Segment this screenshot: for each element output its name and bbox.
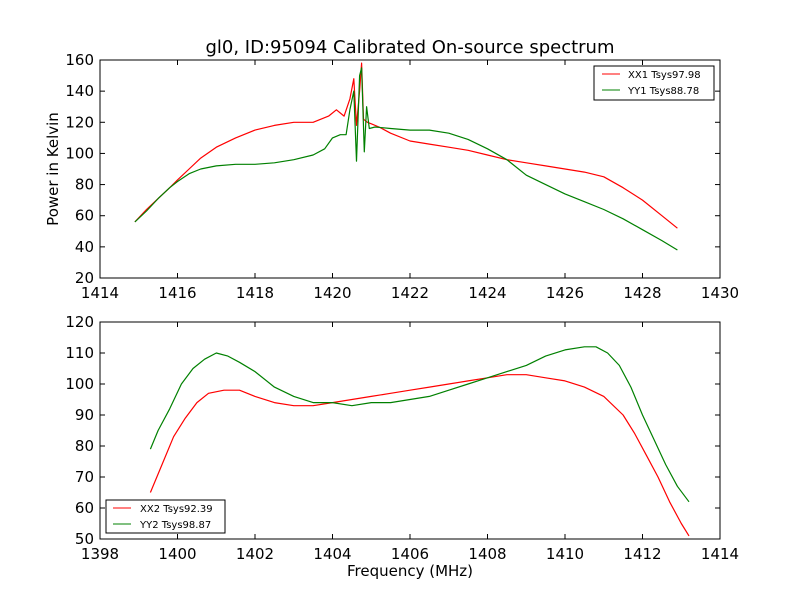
legend-label-yy1: YY1 Tsys88.78 — [627, 86, 699, 97]
top-series-line-0 — [134, 62, 678, 229]
top-legend: XX1 Tsys97.98 YY1 Tsys88.78 — [593, 65, 715, 101]
legend-label-xx2: XX2 Tsys92.39 — [140, 504, 213, 515]
top-x-tick-label: 1414 — [81, 284, 119, 302]
bottom-y-axis: 50 60 70 80 90 100 110 120 — [65, 313, 720, 548]
top-y-tick-label: 80 — [75, 176, 94, 194]
bottom-y-tick-label: 60 — [75, 499, 94, 517]
top-series-layer — [134, 62, 678, 251]
top-x-tick-label: 1426 — [546, 284, 584, 302]
top-x-tick-label: 1420 — [313, 284, 351, 302]
top-y-tick-label: 100 — [65, 144, 94, 162]
top-y-tick-label: 40 — [75, 238, 94, 256]
legend-label-yy2: YY2 Tsys98.87 — [139, 520, 211, 531]
top-y-axis-label: Power in Kelvin — [44, 112, 62, 226]
top-x-axis: 1414 1416 1418 1420 1422 1424 1426 1428 1430 — [81, 60, 739, 302]
top-x-tick-label: 1416 — [158, 284, 196, 302]
bottom-y-tick-label: 120 — [65, 313, 94, 331]
top-y-tick-label: 160 — [65, 51, 94, 69]
bottom-x-tick-label: 1406 — [391, 545, 429, 563]
bottom-x-tick-label: 1402 — [236, 545, 274, 563]
top-y-tick-label: 140 — [65, 82, 94, 100]
top-x-tick-label: 1422 — [391, 284, 429, 302]
bottom-y-tick-label: 80 — [75, 437, 94, 455]
top-series-line-1 — [134, 67, 678, 251]
bottom-y-tick-label: 70 — [75, 468, 94, 486]
bottom-legend-box — [105, 499, 226, 534]
chart-title: gl0, ID:95094 Calibrated On-source spect… — [205, 37, 614, 58]
legend-label-xx1: XX1 Tsys97.98 — [628, 70, 701, 81]
bottom-x-tick-label: 1400 — [158, 545, 196, 563]
top-y-tick-label: 60 — [75, 207, 94, 225]
bottom-x-axis: 1398 1400 1402 1404 1406 1408 1410 1412 1414 — [81, 322, 739, 563]
top-x-tick-label: 1424 — [468, 284, 506, 302]
top-plot: 1414 1416 1418 1420 1422 1424 1426 1428 1430 20 4… — [44, 51, 739, 302]
top-x-tick-label: 1418 — [236, 284, 274, 302]
bottom-x-tick-label: 1410 — [546, 545, 584, 563]
bottom-y-tick-label: 100 — [65, 375, 94, 393]
bottom-y-tick-label: 110 — [65, 344, 94, 362]
bottom-series-line-1 — [149, 346, 690, 503]
top-y-tick-label: 20 — [75, 269, 94, 287]
top-y-axis: 20 40 60 80 100 120 140 160 — [65, 51, 720, 287]
top-x-tick-label: 1428 — [623, 284, 661, 302]
bottom-x-tick-label: 1404 — [313, 545, 351, 563]
bottom-y-tick-label: 90 — [75, 406, 94, 424]
x-axis-label: Frequency (MHz) — [347, 562, 473, 580]
bottom-x-tick-label: 1408 — [468, 545, 506, 563]
bottom-x-tick-label: 1414 — [701, 545, 739, 563]
bottom-x-tick-label: 1412 — [623, 545, 661, 563]
bottom-legend: XX2 Tsys92.39 YY2 Tsys98.87 — [105, 499, 226, 534]
bottom-series-layer — [149, 346, 690, 537]
top-y-tick-label: 120 — [65, 113, 94, 131]
top-x-tick-label: 1430 — [701, 284, 739, 302]
top-legend-box — [593, 65, 715, 101]
bottom-plot: 1398 1400 1402 1404 1406 1408 1410 1412 1414 50 6… — [65, 313, 739, 580]
bottom-x-tick-label: 1398 — [81, 545, 119, 563]
bottom-series-line-0 — [149, 374, 690, 537]
bottom-y-tick-label: 50 — [75, 530, 94, 548]
